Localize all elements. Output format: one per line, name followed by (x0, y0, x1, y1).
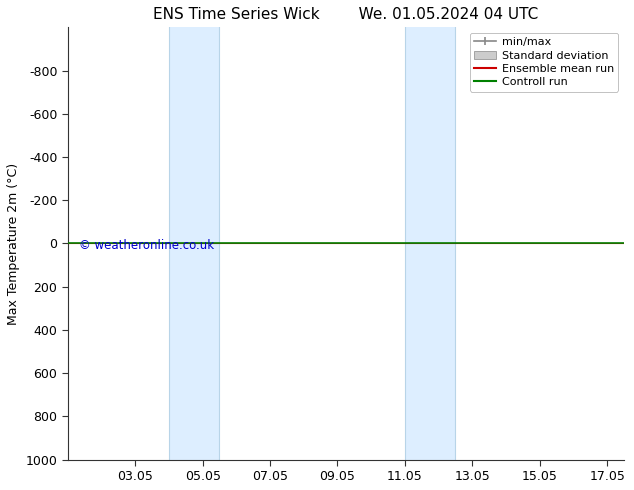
Bar (405, 27, 455, 460)
Title: ENS Time Series Wick        We. 01.05.2024 04 UTC: ENS Time Series Wick We. 01.05.2024 04 U… (153, 7, 538, 22)
Legend: min/max, Standard deviation, Ensemble mean run, Controll run: min/max, Standard deviation, Ensemble me… (470, 33, 618, 92)
Text: © weatheronline.co.uk: © weatheronline.co.uk (79, 239, 214, 252)
Y-axis label: Max Temperature 2m (°C): Max Temperature 2m (°C) (7, 162, 20, 324)
Bar (169, 27, 219, 460)
